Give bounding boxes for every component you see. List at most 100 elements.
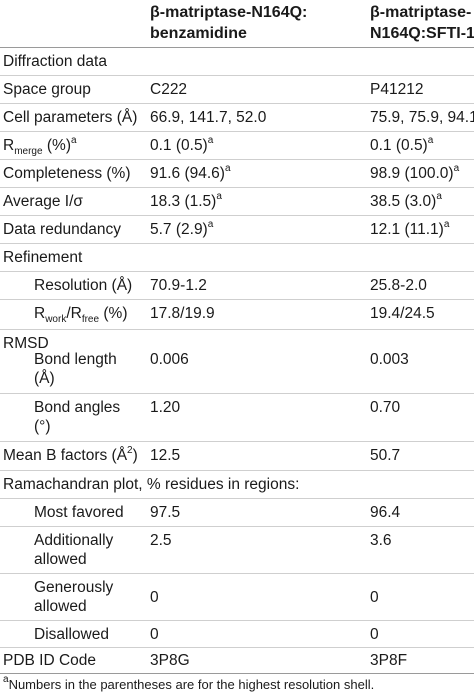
label-line: Bond length (34, 351, 117, 368)
label-text: Mean B factors (Å (3, 447, 128, 464)
footnote-marker: a (453, 163, 460, 174)
row-label: Rmerge (%)a (3, 136, 77, 157)
footnote-text: aNumbers in the parentheses are for the … (3, 675, 374, 694)
cell-value: 97.5 (150, 504, 181, 521)
column-header-line: β-matriptase- (370, 4, 472, 21)
cell-value: 3.6 (370, 532, 392, 549)
cell-value: 98.9 (100.0)a (370, 164, 459, 183)
row-divider (0, 573, 474, 574)
footnote-marker: a (3, 674, 9, 685)
section-label: Ramachandran plot, % residues in regions… (3, 476, 300, 493)
row-divider (0, 498, 474, 499)
value-text: 38.5 (3.0) (370, 193, 437, 210)
row-label: Space group (3, 81, 91, 98)
row-divider (0, 131, 474, 132)
cell-value: 0.1 (0.5)a (150, 136, 213, 155)
row-divider (0, 620, 474, 621)
footnote-marker: a (436, 191, 442, 202)
cell-value: 19.4/24.5 (370, 305, 435, 322)
label-subscript: merge (14, 146, 43, 157)
row-label: Average I/σ (3, 193, 83, 210)
row-divider (0, 103, 474, 104)
value-text: 98.9 (100.0) (370, 165, 454, 182)
row-label: Cell parameters (Å) (3, 109, 138, 126)
cell-value: 12.5 (150, 447, 181, 464)
row-label: Data redundancy (3, 221, 122, 238)
section-label: RMSD (3, 335, 49, 352)
value-text: 91.6 (94.6) (150, 165, 225, 182)
value-text: 18.3 (1.5) (150, 193, 217, 210)
cell-value: 0 (150, 589, 159, 606)
header-rule (0, 47, 474, 48)
value-text: 12.1 (11.1) (370, 221, 444, 238)
row-divider (0, 441, 474, 442)
row-divider (0, 393, 474, 394)
row-label: Mean B factors (Å2) (3, 446, 138, 465)
value-text: 5.7 (2.9) (150, 221, 208, 238)
row-divider (0, 329, 474, 330)
label-subscript: work (45, 314, 67, 325)
footnote-marker: a (207, 219, 214, 230)
cell-value: 2.5 (150, 532, 172, 549)
row-label: Additionally allowed (34, 531, 113, 569)
label-text: ) (132, 447, 138, 464)
footnote-marker: a (207, 135, 214, 146)
row-divider (0, 75, 474, 76)
row-label: Generously allowed (34, 578, 113, 616)
label-line: Bond angles (34, 399, 121, 416)
row-label: Resolution (Å) (34, 277, 133, 294)
label-line: allowed (34, 598, 87, 615)
row-divider (0, 159, 474, 160)
label-text: /R (66, 305, 82, 322)
column-header-line: benzamidine (150, 25, 247, 42)
column-header-line: β-matriptase-N164Q: (150, 4, 308, 21)
footnote-marker: a (216, 191, 222, 202)
row-divider (0, 647, 474, 648)
cell-value: P41212 (370, 81, 424, 98)
value-text: 0.1 (0.5) (370, 137, 428, 154)
section-label: Refinement (3, 249, 83, 266)
row-divider (0, 187, 474, 188)
footnote-marker: a (427, 135, 434, 146)
label-text: (%) (99, 305, 128, 322)
row-label: Completeness (%) (3, 165, 131, 182)
column-header-benzamidine: β-matriptase-N164Q: benzamidine (150, 2, 307, 44)
label-line: Generously (34, 579, 114, 596)
cell-value: 0 (370, 626, 379, 643)
label-line: (°) (34, 418, 51, 435)
cell-value: 3P8F (370, 652, 408, 669)
label-line: Additionally (34, 532, 114, 549)
row-label: Most favored (34, 504, 124, 521)
label-text: R (3, 137, 15, 154)
row-divider (0, 299, 474, 300)
cell-value: 0.70 (370, 399, 401, 416)
label-superscript: 2 (127, 445, 133, 456)
cell-value: 3P8G (150, 652, 190, 669)
cell-value: 0 (150, 626, 159, 643)
cell-value: 1.20 (150, 399, 181, 416)
column-header-line: N164Q:SFTI-1 (370, 25, 474, 42)
cell-value: 38.5 (3.0)a (370, 192, 442, 211)
cell-value: 0.1 (0.5)a (370, 136, 433, 155)
row-divider (0, 526, 474, 527)
column-header-sfti: β-matriptase- N164Q:SFTI-1 (370, 2, 474, 44)
row-label: Disallowed (34, 626, 109, 643)
row-divider (0, 271, 474, 272)
row-divider (0, 243, 474, 244)
cell-value: C222 (150, 81, 188, 98)
row-divider (0, 470, 474, 471)
cell-value: 0.006 (150, 351, 189, 368)
label-text: R (34, 305, 46, 322)
cell-value: 17.8/19.9 (150, 305, 215, 322)
label-subscript: free (81, 314, 100, 325)
label-line: allowed (34, 551, 87, 568)
row-label: Bond angles (°) (34, 398, 120, 436)
cell-value: 96.4 (370, 504, 401, 521)
cell-value: 18.3 (1.5)a (150, 192, 222, 211)
cell-value: 66.9, 141.7, 52.0 (150, 109, 267, 126)
cell-value: 12.1 (11.1)a (370, 220, 449, 239)
footnote-marker: a (224, 163, 231, 174)
label-line: (Å) (34, 370, 55, 387)
cell-value: 91.6 (94.6)a (150, 164, 231, 183)
cell-value: 70.9-1.2 (150, 277, 207, 294)
